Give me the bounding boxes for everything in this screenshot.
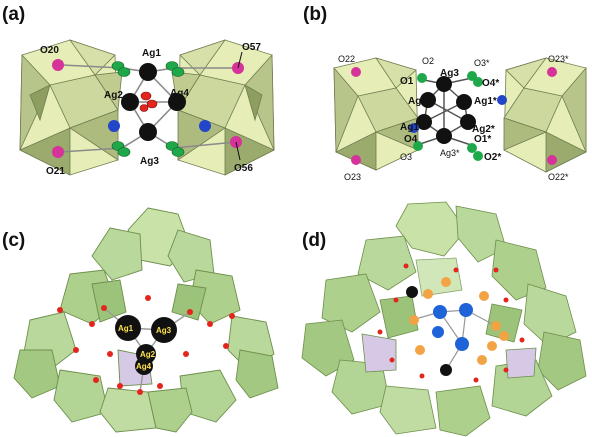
panel-b-structure: O22 O23 O23* O22* O2 O1 Ag3 O3* O4* Ag2 … [333,54,587,182]
panel-b-o2s-label: O2* [484,152,501,163]
panel-a-o57-label: O57 [242,42,261,53]
panel-a-ag2-label: Ag2 [104,90,123,101]
panel-b-o1-label: O1 [400,76,414,87]
panel-a-right-polyhedra [171,39,275,176]
panel-d-black-atoms [406,286,452,376]
panel-a-structure: Ag1 Ag2 Ag4 Ag3 O20 O21 O57 O56 [19,39,275,177]
panel-c-label: (c) [2,230,26,251]
panel-b-o3s-label: O3* [474,58,490,68]
panel-d-orange-atoms [409,277,509,365]
panel-a-red-oxygens [139,91,158,112]
panel-b-ag2s-label: Ag2* [472,124,495,135]
panel-b-o4-label: O4 [404,134,418,145]
panel-b-silver-atoms [416,76,476,144]
panel-c-silver-atoms [115,315,177,375]
panel-a-nitrogen-right [199,120,211,132]
panel-b-left-polyhedra [333,57,419,171]
panel-b-o22s-label: O22* [548,172,569,182]
panel-b-ag2-label: Ag2 [408,96,427,107]
panel-a-left-polyhedra [19,39,123,176]
panel-d-blue-atoms [432,303,473,351]
panel-a-green-oxygens [111,61,185,157]
panel-b-o2-label: O2 [422,56,434,66]
panel-a-silver-atoms [121,63,186,141]
panel-c-polyhedra [13,207,279,433]
panel-c-structure: Ag1 Ag3 Ag2 Ag4 [13,207,279,433]
panel-b-ag3s-label: Ag3* [440,148,460,158]
panel-b-o22-label: O22 [338,54,355,64]
panel-a-o56-label: O56 [234,163,253,174]
panel-d-structure [301,201,587,437]
panel-d-polyhedra [301,201,587,437]
panel-b-label: (b) [303,4,328,25]
panel-b-o23-label: O23 [344,172,361,182]
panel-b-green-oxygens [413,71,483,161]
panel-d-label: (d) [302,230,327,251]
panel-a-ag1-label: Ag1 [142,48,161,59]
panel-b-right-polyhedra [503,57,587,173]
panel-a-o20-label: O20 [40,45,59,56]
panel-a-o21-label: O21 [46,166,65,177]
panel-a-ag4-label: Ag4 [170,88,189,99]
panel-a-ag3-label: Ag3 [140,156,159,167]
panel-b-ag1s-label: Ag1* [474,96,497,107]
panel-b-ag1-label: Ag1 [400,122,419,133]
panel-b-o3-label: O3 [400,152,412,162]
panel-c-ag4-label: Ag4 [136,362,152,371]
panel-b-nitrogen-left [409,123,419,133]
panel-c-red-oxygens [57,295,235,395]
panel-c-ag1-label: Ag1 [118,324,134,333]
panel-b-magenta-oxygens [351,67,557,165]
panel-d-red-oxygens [377,263,525,383]
panel-b-o1s-label: O1* [474,134,491,145]
panel-b-o4s-label: O4* [482,78,499,89]
panel-b-o23s-label: O23* [548,54,569,64]
panel-c-ag3-label: Ag3 [156,326,172,335]
panel-b-ag3-label: Ag3 [440,68,459,79]
panel-a-label: (a) [2,4,26,25]
panel-b-nitrogen-right [497,95,507,105]
panel-a-nitrogen-left [108,120,120,132]
panel-c-ag2-label: Ag2 [140,350,156,359]
